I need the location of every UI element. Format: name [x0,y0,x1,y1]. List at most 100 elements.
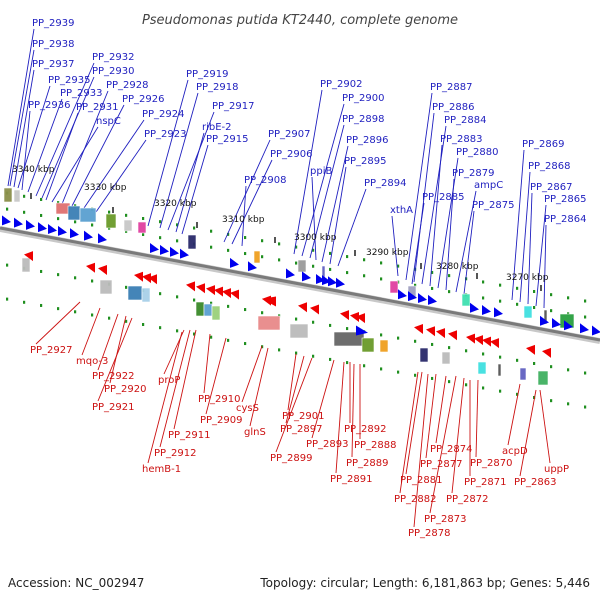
feature-box[interactable] [13,189,21,203]
gene-label-pp-2888[interactable]: PP_2888 [354,440,397,451]
gene-label-pp-2936[interactable]: PP_2936 [28,100,71,111]
feature-box[interactable] [253,250,261,264]
feature-box[interactable] [289,323,309,339]
gene-label-pp-2906[interactable]: PP_2906 [270,149,313,160]
forward-gene-arrow[interactable] [552,318,561,329]
gene-label-pp-2933[interactable]: PP_2933 [60,88,103,99]
feature-box[interactable] [497,363,502,377]
gene-label-pp-2939[interactable]: PP_2939 [32,18,75,29]
gene-label-xtha[interactable]: xthA [390,205,413,216]
forward-gene-arrow[interactable] [58,225,67,236]
gene-label-pp-2930[interactable]: PP_2930 [92,66,135,77]
gene-label-ribe-2[interactable]: ribE-2 [202,122,232,133]
gene-label-pp-2900[interactable]: PP_2900 [342,93,385,104]
gene-label-pp-2938[interactable]: PP_2938 [32,39,75,50]
feature-box[interactable] [361,337,375,353]
gene-label-pp-2931[interactable]: PP_2931 [76,102,119,113]
gene-label-pp-2910[interactable]: PP_2910 [198,394,241,405]
reverse-gene-arrow[interactable] [24,251,33,262]
gene-label-ppib[interactable]: ppiB [310,166,332,177]
forward-gene-arrow[interactable] [248,261,257,272]
gene-label-pp-2894[interactable]: PP_2894 [364,178,407,189]
reverse-gene-arrow[interactable] [310,304,319,315]
gene-label-pp-2897[interactable]: PP_2897 [280,424,323,435]
gene-label-pp-2878[interactable]: PP_2878 [408,528,451,539]
forward-gene-arrow[interactable] [180,248,189,259]
gene-label-pp-2915[interactable]: PP_2915 [206,134,249,145]
reverse-gene-arrow[interactable] [466,333,475,344]
reverse-gene-arrow[interactable] [206,285,215,296]
reverse-gene-arrow[interactable] [186,281,195,292]
gene-label-nspc[interactable]: nspC [96,116,121,127]
forward-gene-arrow[interactable] [26,219,35,230]
gene-label-pp-2889[interactable]: PP_2889 [346,458,389,469]
gene-label-hemb-1[interactable]: hemB-1 [142,464,181,475]
feature-box[interactable] [21,257,31,273]
gene-label-pp-2886[interactable]: PP_2886 [432,102,475,113]
feature-box[interactable] [523,305,533,319]
reverse-gene-arrow[interactable] [196,283,205,294]
gene-label-pp-2880[interactable]: PP_2880 [456,147,499,158]
forward-gene-arrow[interactable] [84,230,93,241]
forward-gene-arrow[interactable] [470,302,479,313]
gene-label-pp-2922[interactable]: PP_2922 [92,371,135,382]
forward-gene-arrow[interactable] [2,215,11,226]
gene-label-pp-2877[interactable]: PP_2877 [420,459,463,470]
forward-gene-arrow[interactable] [580,323,589,334]
gene-label-pp-2891[interactable]: PP_2891 [330,474,373,485]
reverse-gene-arrow[interactable] [356,313,365,324]
forward-gene-arrow[interactable] [48,223,57,234]
feature-box[interactable] [257,315,281,331]
reverse-gene-arrow[interactable] [490,338,499,349]
forward-gene-arrow[interactable] [418,293,427,304]
feature-box[interactable] [195,301,205,317]
reverse-gene-arrow[interactable] [340,310,349,321]
feature-box[interactable] [105,213,117,229]
forward-gene-arrow[interactable] [14,217,23,228]
forward-gene-arrow[interactable] [408,291,417,302]
feature-box[interactable] [297,259,307,273]
gene-label-pp-2919[interactable]: PP_2919 [186,69,229,80]
forward-gene-arrow[interactable] [356,325,368,336]
forward-gene-arrow[interactable] [564,320,573,331]
forward-gene-arrow[interactable] [170,246,179,257]
forward-gene-arrow[interactable] [160,244,169,255]
feature-box[interactable] [203,303,213,317]
forward-gene-arrow[interactable] [428,294,437,305]
gene-label-pp-2874[interactable]: PP_2874 [430,444,473,455]
gene-label-pp-2899[interactable]: PP_2899 [270,453,313,464]
feature-box[interactable] [537,370,549,386]
feature-box[interactable] [67,205,81,221]
forward-gene-arrow[interactable] [286,268,295,279]
gene-label-prop[interactable]: proP [158,375,180,386]
feature-box[interactable] [419,347,429,363]
gene-label-pp-2932[interactable]: PP_2932 [92,52,135,63]
reverse-gene-arrow[interactable] [262,296,276,307]
gene-label-pp-2896[interactable]: PP_2896 [346,135,389,146]
feature-box[interactable] [519,367,527,381]
gene-label-pp-2873[interactable]: PP_2873 [424,514,467,525]
gene-label-pp-2902[interactable]: PP_2902 [320,79,363,90]
forward-gene-arrow[interactable] [302,271,311,282]
feature-box[interactable] [79,207,97,223]
gene-label-pp-2884[interactable]: PP_2884 [444,115,487,126]
gene-label-pp-2871[interactable]: PP_2871 [464,477,507,488]
gene-label-pp-2869[interactable]: PP_2869 [522,139,565,150]
gene-label-pp-2872[interactable]: PP_2872 [446,494,489,505]
reverse-gene-arrow[interactable] [436,328,445,339]
gene-label-cyss[interactable]: cysS [236,403,259,414]
feature-box[interactable] [461,293,471,307]
gene-label-pp-2907[interactable]: PP_2907 [268,129,311,140]
reverse-gene-arrow[interactable] [222,288,231,299]
gene-label-pp-2892[interactable]: PP_2892 [344,424,387,435]
gene-label-pp-2883[interactable]: PP_2883 [440,134,483,145]
feature-box[interactable] [477,361,487,375]
forward-gene-arrow[interactable] [540,315,549,326]
reverse-gene-arrow[interactable] [542,347,551,358]
gene-label-pp-2928[interactable]: PP_2928 [106,80,149,91]
feature-box[interactable] [141,287,151,303]
reverse-gene-arrow[interactable] [526,344,535,355]
reverse-gene-arrow[interactable] [214,286,223,297]
gene-label-pp-2927[interactable]: PP_2927 [30,345,73,356]
gene-label-ampc[interactable]: ampC [474,180,503,191]
